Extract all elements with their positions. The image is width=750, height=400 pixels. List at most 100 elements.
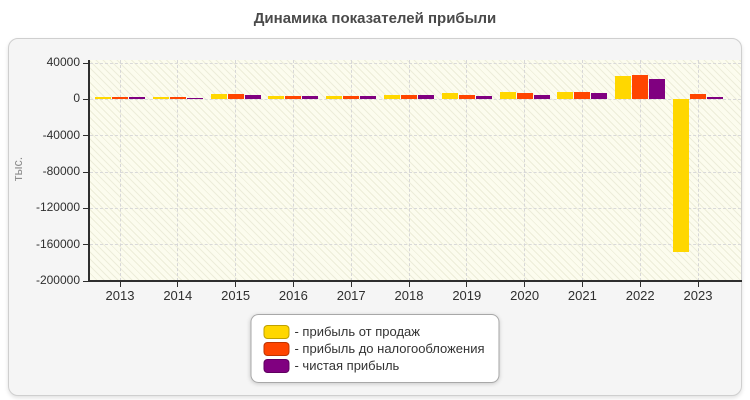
y-tick-label: -40000: [42, 127, 80, 142]
bar-2021-series-0: [557, 92, 574, 100]
x-tick: [466, 281, 468, 287]
bar-2013-series-0: [95, 97, 111, 100]
y-tick-label: -200000: [35, 273, 80, 287]
x-tick: [292, 281, 294, 287]
bar-2015-series-2: [244, 94, 261, 100]
legend-item-0: - прибыль от продаж: [263, 323, 484, 340]
legend: - прибыль от продаж - прибыль до налогооб…: [250, 314, 500, 383]
bar-2017-series-2: [360, 96, 377, 100]
bar-2013-series-2: [129, 97, 145, 100]
y-tick-label: -160000: [35, 236, 80, 251]
bar-2016-series-0: [268, 95, 285, 100]
y-tick: [83, 244, 89, 246]
x-gridline: [697, 60, 699, 281]
x-tick: [639, 281, 641, 287]
bar-2014-series-0: [152, 97, 169, 100]
x-tick-label: 2015: [221, 288, 251, 303]
bar-2019-series-1: [458, 94, 475, 100]
y-tick: [83, 207, 89, 209]
x-tick-label: 2023: [683, 288, 713, 303]
legend-item-1: - прибыль до налогообложения: [263, 340, 485, 357]
x-tick-label: 2022: [625, 288, 655, 303]
bar-2020-series-0: [499, 92, 516, 100]
y-tick: [83, 62, 89, 64]
x-tick-label: 2017: [336, 288, 366, 303]
legend-item-2: - чистая прибыль: [263, 357, 484, 374]
chart-title: Динамика показателей прибыли: [253, 10, 497, 27]
y-gridline: [90, 98, 741, 100]
x-tick-label: 2019: [452, 288, 482, 303]
bar-2015-series-1: [227, 94, 244, 100]
x-tick: [235, 281, 237, 287]
x-tick-label: 2016: [278, 288, 308, 303]
bar-2019-series-2: [475, 95, 492, 100]
x-gridline: [524, 60, 526, 281]
y-gridline: [90, 62, 741, 64]
y-gridline: [90, 244, 741, 246]
x-tick: [177, 281, 179, 287]
bar-2015-series-0: [210, 94, 227, 100]
bar-2018-series-1: [401, 94, 417, 100]
bar-2021-series-1: [574, 92, 591, 100]
legend-label: - прибыль от продаж: [294, 324, 420, 339]
x-gridline: [235, 60, 237, 281]
y-tick-label: -80000: [42, 164, 80, 178]
bar-2023-series-1: [690, 94, 706, 100]
x-gridline: [639, 60, 641, 281]
x-tick: [350, 281, 352, 287]
x-axis-line: [88, 280, 742, 282]
x-tick-label: 2018: [394, 288, 424, 303]
legend-swatch-icon: [263, 324, 290, 339]
x-gridline: [466, 60, 468, 281]
bar-2023-series-2: [707, 96, 723, 100]
x-gridline: [581, 60, 583, 281]
y-gridline: [90, 171, 741, 173]
x-tick: [408, 281, 410, 287]
x-gridline: [177, 60, 179, 281]
bar-2014-series-1: [169, 97, 186, 100]
y-tick-label: 0: [73, 91, 80, 106]
bar-2017-series-1: [343, 95, 360, 100]
legend-swatch-icon: [263, 341, 290, 356]
bar-2018-series-0: [384, 94, 400, 100]
x-tick: [119, 281, 121, 287]
x-tick-label: 2013: [105, 288, 135, 303]
bar-2022-series-0: [615, 76, 632, 100]
y-tick-label: -120000: [35, 200, 80, 215]
x-gridline: [350, 60, 352, 281]
x-gridline: [292, 60, 294, 281]
bar-2020-series-2: [533, 94, 550, 100]
y-tick: [83, 135, 89, 137]
x-tick: [697, 281, 699, 287]
y-tick: [83, 171, 89, 173]
y-tick-label: 40000: [46, 55, 80, 69]
legend-swatch-icon: [263, 358, 290, 373]
bar-2019-series-0: [441, 92, 458, 100]
bar-2022-series-1: [632, 75, 649, 100]
x-tick-label: 2014: [163, 288, 193, 303]
x-tick: [524, 281, 526, 287]
y-tick: [83, 98, 89, 100]
bar-2014-series-2: [186, 97, 203, 100]
x-tick: [581, 281, 583, 287]
bar-2013-series-1: [112, 96, 128, 100]
y-axis-line: [88, 60, 90, 282]
x-gridline: [408, 60, 410, 281]
y-tick: [83, 280, 89, 282]
x-tick-label: 2021: [567, 288, 597, 303]
bar-2020-series-1: [516, 92, 533, 100]
bar-2022-series-2: [649, 78, 666, 100]
bar-2021-series-2: [591, 92, 608, 100]
legend-label: - чистая прибыль: [294, 358, 400, 373]
bar-2018-series-2: [418, 94, 434, 100]
legend-label: - прибыль до налогообложения: [294, 341, 485, 356]
y-gridline: [90, 135, 741, 137]
x-gridline: [119, 60, 121, 281]
x-tick-label: 2020: [510, 288, 540, 303]
bar-2023-series-0: [673, 99, 689, 252]
bar-2016-series-2: [302, 96, 319, 100]
bar-2016-series-1: [285, 95, 302, 100]
bar-2017-series-0: [326, 95, 343, 100]
y-gridline: [90, 207, 741, 209]
